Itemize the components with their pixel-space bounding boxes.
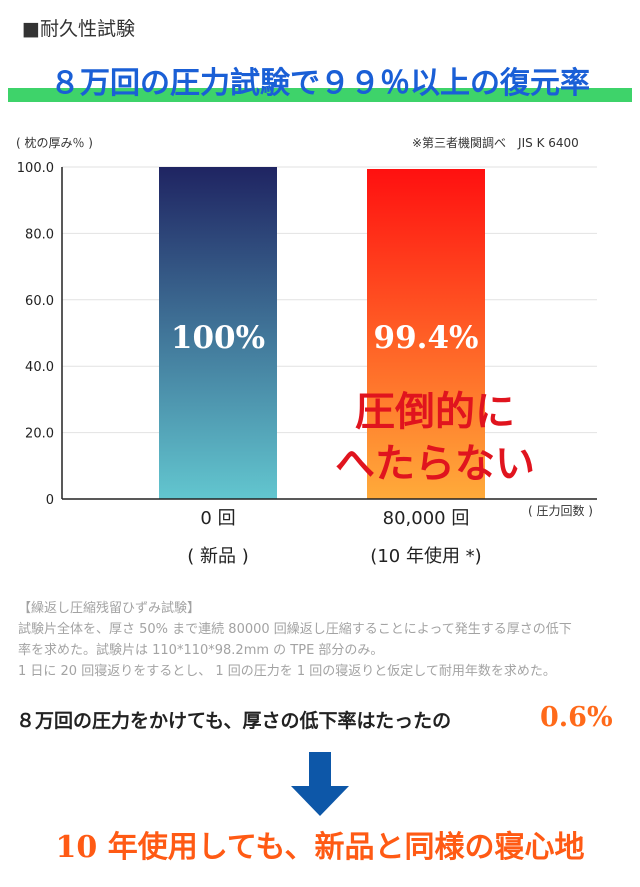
y-tick-label: 60.0 [25, 294, 54, 309]
bars [159, 167, 485, 499]
y-tick-labels: 0 20.0 40.0 60.0 80.0 100.0 [17, 161, 54, 508]
callout-annotation: 圧倒的に へたらない [320, 386, 550, 490]
summary-value: 0.6% [540, 702, 613, 733]
y-tick-label: 80.0 [25, 227, 54, 242]
headline: ８万回の圧力試験で９９％以上の復元率 [50, 66, 590, 101]
x-axis-label: ( 圧力回数 ) [528, 504, 593, 518]
axes [61, 167, 597, 500]
summary-text: ８万回の圧力をかけても、厚さの低下率はたったの [16, 710, 452, 732]
callout-line: 圧倒的に [355, 388, 515, 435]
bar-data-label: 99.4% [374, 320, 479, 356]
y-tick-label: 100.0 [17, 161, 54, 176]
bar [367, 168, 485, 499]
bar [159, 167, 277, 499]
x-category-sublabel: ( 新品 ) [187, 546, 249, 567]
arrow-down-icon [291, 752, 349, 816]
test-method-note: 【繰返し圧縮残留ひずみ試験】 試験片全体を、厚さ 50% まで連続 80000 … [18, 598, 628, 682]
x-category-label: 0 回 [200, 508, 236, 529]
gridlines [62, 166, 597, 434]
x-category-label: 80,000 回 [382, 508, 470, 529]
method-title: 【繰返し圧縮残留ひずみ試験】 [18, 601, 201, 616]
headline-highlight [8, 88, 632, 102]
y-tick-label: 0 [46, 493, 54, 508]
method-line: 1 日に 20 回寝返りをするとし、 1 回の圧力を 1 回の寝返りと仮定して耐… [18, 664, 556, 679]
conclusion-text: 10 年使用しても、新品と同様の寝心地 [55, 830, 585, 865]
method-line: 率を求めた。試験片は 110*110*98.2mm の TPE 部分のみ。 [18, 643, 384, 658]
bar-chart: 0 20.0 40.0 60.0 80.0 100.0 100% 99.4% [17, 161, 597, 508]
y-tick-label: 40.0 [25, 360, 54, 375]
source-note: ※第三者機関調べ JIS K 6400 [412, 136, 579, 150]
bar-data-label: 100% [171, 320, 265, 356]
y-tick-label: 20.0 [25, 427, 54, 442]
callout-line: へたらない [335, 440, 535, 487]
section-heading: ■耐久性試験 [22, 18, 135, 40]
y-axis-label: ( 枕の厚み％ ) [16, 136, 93, 150]
method-line: 試験片全体を、厚さ 50% まで連続 80000 回繰返し圧縮することによって発… [18, 622, 572, 637]
x-category-sublabel: (10 年使用 *) [370, 546, 482, 567]
data-labels: 100% 99.4% [171, 320, 479, 356]
